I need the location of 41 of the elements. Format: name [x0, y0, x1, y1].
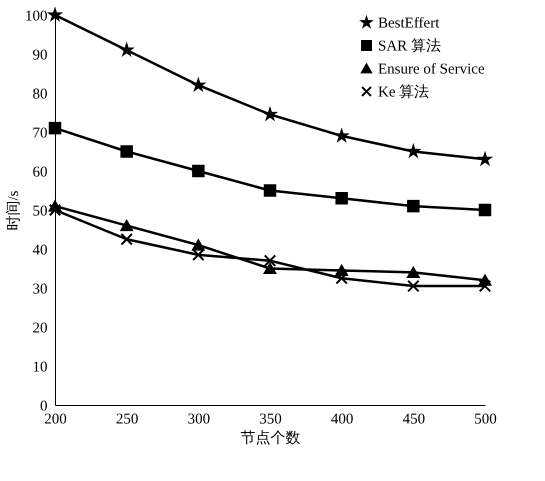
y-tick-label: 10: [32, 360, 48, 376]
y-tick-label: 20: [32, 320, 48, 336]
point: [335, 192, 348, 205]
y-tick-label: 30: [32, 282, 48, 298]
y-axis-title: 时间/s: [5, 190, 22, 231]
point: [48, 204, 62, 216]
y-tick-label: 100: [25, 8, 48, 24]
y-tick-label: 70: [32, 126, 48, 142]
point: [264, 254, 276, 267]
point: [407, 266, 420, 278]
point: [264, 184, 276, 197]
x-tick-label: 350: [259, 412, 282, 428]
point: [407, 200, 420, 212]
point: [120, 145, 133, 158]
point: [120, 220, 133, 232]
point: [192, 240, 205, 251]
point: [120, 233, 133, 246]
x-axis-title: 节点个数: [240, 430, 300, 446]
y-tick-label: 0: [40, 398, 48, 414]
legend-label: Ke 算法: [378, 84, 430, 100]
y-tick-label: 50: [32, 204, 48, 220]
x-tick-label: 500: [474, 412, 497, 428]
x-tick-label: 300: [188, 412, 210, 428]
y-tick-label: 60: [32, 164, 48, 180]
point: [335, 272, 348, 284]
x-tick-label: 250: [116, 412, 138, 428]
x-tick-label: 450: [402, 412, 426, 428]
legend-label: Ensure of Service: [378, 62, 485, 78]
point: [478, 280, 492, 292]
legend-label: SAR 算法: [378, 38, 441, 54]
legend-label: BestEffert: [378, 16, 440, 32]
x-tick-label: 200: [44, 412, 67, 428]
point: [478, 204, 492, 216]
point: [264, 262, 276, 274]
point: [407, 280, 420, 292]
point: [192, 164, 205, 178]
point: [48, 122, 62, 134]
x-tick-label: 400: [330, 412, 354, 428]
y-tick-label: 40: [32, 242, 48, 258]
y-tick-label: 90: [32, 48, 48, 64]
y-tick-label: 80: [32, 86, 48, 102]
